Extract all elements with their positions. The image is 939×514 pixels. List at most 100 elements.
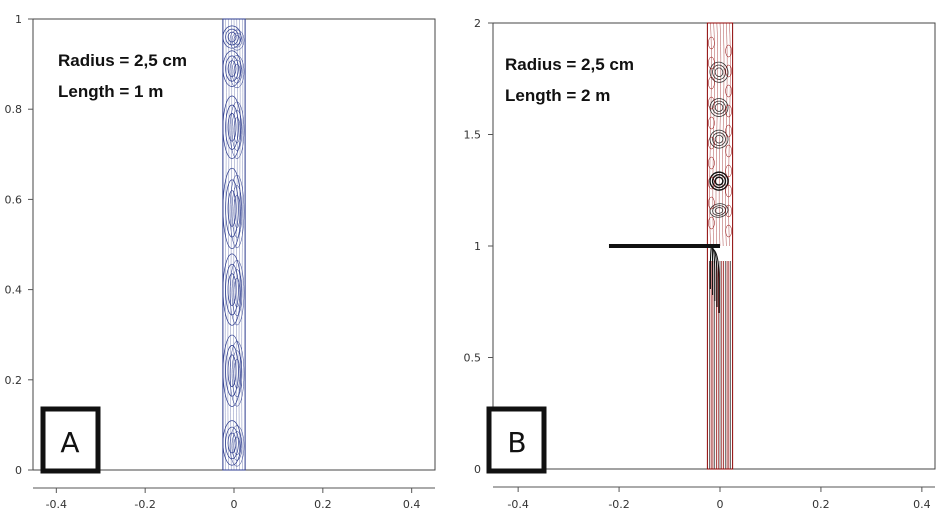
wall-vortex xyxy=(725,144,732,158)
vortex-contour xyxy=(231,269,243,316)
streamline xyxy=(224,18,227,471)
y-axis-b: 0 0.5 1 1.5 2 xyxy=(464,17,493,476)
y-tick-label: 0 xyxy=(15,464,22,477)
vortex-contour xyxy=(227,112,237,142)
wall-vortex xyxy=(725,104,732,118)
x-tick-label: 0 xyxy=(231,498,238,511)
x-tick-label: 0.4 xyxy=(913,498,931,511)
y-tick-label: 0.8 xyxy=(5,103,23,116)
streamline xyxy=(718,22,722,247)
wall-vortex xyxy=(708,216,715,230)
vortex-contour xyxy=(227,60,237,77)
turning-streamline xyxy=(711,248,720,313)
vortex-contour xyxy=(227,432,237,454)
panel-label-a: A xyxy=(60,426,79,459)
vortex-contour xyxy=(225,426,239,460)
wall-vortex xyxy=(708,156,715,170)
streamline xyxy=(241,18,244,471)
vortex-contour xyxy=(231,350,243,398)
turning-streamline xyxy=(711,245,714,295)
vortex-contour xyxy=(229,29,245,51)
vortex-contour xyxy=(714,176,724,186)
vortex-contour xyxy=(233,359,241,389)
vortex-contour xyxy=(231,32,243,48)
y-tick-label: 1 xyxy=(474,240,481,253)
streamline xyxy=(715,22,718,247)
flow-lines-a xyxy=(222,18,246,471)
annotation-radius-a: Radius = 2,5 cm xyxy=(58,51,187,70)
vortex-contour xyxy=(231,59,243,84)
streamline xyxy=(725,22,728,247)
wall-vortex xyxy=(708,76,715,90)
streamline xyxy=(709,22,712,247)
x-axis-a: -0.4 -0.2 0 0.2 0.4 xyxy=(33,487,435,511)
vortex-contour xyxy=(709,129,729,149)
wall-vortex xyxy=(725,84,732,98)
y-tick-label: 2 xyxy=(474,17,481,30)
vortex-contour xyxy=(709,98,729,117)
vortex-contour xyxy=(222,167,242,249)
y-tick-label: 0.6 xyxy=(5,193,23,206)
x-tick-label: -0.2 xyxy=(608,498,629,511)
vortex-contour xyxy=(225,28,239,46)
vortex-contour xyxy=(229,341,245,407)
vortex-contour xyxy=(229,425,245,467)
y-tick-label: 0.5 xyxy=(464,352,482,365)
vortex-contour xyxy=(229,174,245,249)
panel-label-box-b xyxy=(486,406,547,474)
y-tick-label: 0.2 xyxy=(5,374,23,387)
x-tick-label: -0.4 xyxy=(507,498,528,511)
vortex-contour xyxy=(712,205,726,216)
vortex-contour xyxy=(231,109,243,151)
vortex-contour xyxy=(233,64,241,80)
vortex-contour xyxy=(225,104,239,150)
y-tick-label: 0.4 xyxy=(5,284,23,297)
vortex-contour xyxy=(233,436,241,456)
annotation-length-b: Length = 2 m xyxy=(505,86,610,105)
vortex-contour xyxy=(233,277,241,308)
vortex-contour xyxy=(227,354,237,388)
annotation-radius-b: Radius = 2,5 cm xyxy=(505,55,634,74)
vortex-contour xyxy=(225,55,239,82)
vortex-contour xyxy=(712,64,726,80)
vortex-contour xyxy=(711,173,727,189)
vortex-contour xyxy=(229,259,245,326)
vortex-contour xyxy=(222,95,242,159)
panel-b: -0.4 -0.2 0 0.2 0.4 0 0.5 1 1.5 2 Radius = 2,5 c… xyxy=(464,17,936,511)
streamline xyxy=(728,22,731,247)
flow-lines-b xyxy=(608,22,734,470)
vortex-contour xyxy=(233,194,241,228)
vortex-contour xyxy=(225,263,239,316)
vortex-contour xyxy=(233,35,241,45)
wall-vortex xyxy=(725,224,732,238)
wall-vortex xyxy=(708,56,715,70)
wall-vortex xyxy=(708,176,715,190)
vortex-contour xyxy=(225,179,239,238)
vortex-contour xyxy=(222,420,242,466)
x-tick-label: 0 xyxy=(717,498,724,511)
vortex-contour xyxy=(714,67,724,77)
wall-vortex xyxy=(708,96,715,110)
vortex-contour xyxy=(709,203,729,218)
vortex-contour xyxy=(222,25,242,49)
vortex-contour xyxy=(714,134,724,144)
vortex-contour xyxy=(222,50,242,87)
vortex-contour xyxy=(222,334,242,407)
panel-a: -0.4 -0.2 0 0.2 0.4 0 0.2 0.4 0.6 0.8 1 Radius = … xyxy=(5,13,436,511)
x-tick-label: -0.2 xyxy=(134,498,155,511)
wall-vortex xyxy=(708,116,715,130)
vortex-contour xyxy=(709,61,729,83)
x-tick-label: 0.4 xyxy=(403,498,421,511)
vortex-contour xyxy=(227,31,237,43)
x-tick-label: 0.2 xyxy=(812,498,830,511)
vortex-contour xyxy=(709,171,729,191)
panel-label-box-a xyxy=(40,406,101,474)
vortex-contour xyxy=(714,207,724,214)
x-tick-label: 0.2 xyxy=(314,498,332,511)
y-tick-label: 1 xyxy=(15,13,22,26)
x-axis-b: -0.4 -0.2 0 0.2 0.4 xyxy=(493,486,935,511)
wall-vortex xyxy=(725,204,732,218)
streamline xyxy=(712,22,715,247)
wall-vortex xyxy=(725,124,732,138)
vortex-contour xyxy=(712,100,726,115)
